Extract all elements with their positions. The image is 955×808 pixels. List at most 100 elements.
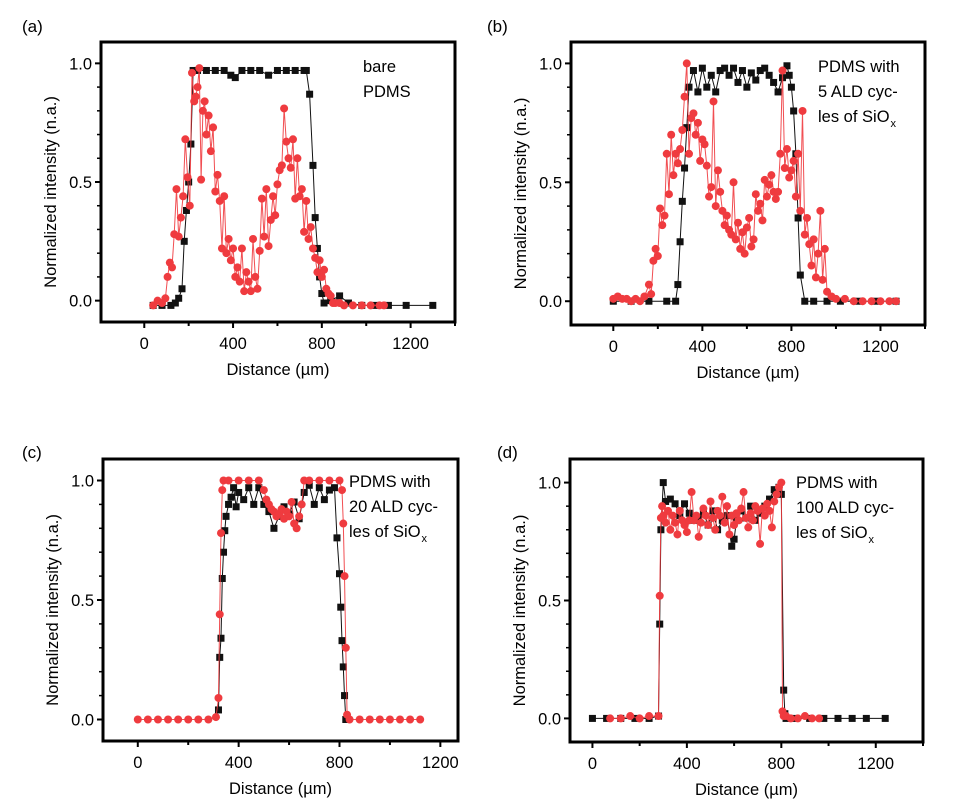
data-point-square xyxy=(384,301,392,309)
data-point-square xyxy=(774,88,782,96)
data-point-circle xyxy=(297,185,306,194)
data-point-circle xyxy=(214,693,223,702)
data-point-circle xyxy=(676,145,685,154)
data-point-square xyxy=(309,161,317,169)
data-point-circle xyxy=(315,476,324,485)
data-point-circle xyxy=(163,272,172,281)
data-point-circle xyxy=(669,171,678,180)
data-point-square xyxy=(245,484,253,492)
data-point-circle xyxy=(198,106,207,115)
data-point-circle xyxy=(780,164,789,173)
data-point-circle xyxy=(739,488,748,497)
data-point-circle xyxy=(396,715,405,724)
data-point-circle xyxy=(626,712,635,721)
data-point-square xyxy=(175,294,183,302)
data-point-circle xyxy=(811,273,820,282)
data-point-square xyxy=(631,714,639,722)
x-tick-label: 1200 xyxy=(857,755,894,773)
data-point-circle xyxy=(234,476,243,485)
data-point-square xyxy=(256,66,264,74)
data-point-circle xyxy=(216,529,225,538)
data-point-circle xyxy=(174,232,183,241)
x-tick-label: 800 xyxy=(308,335,336,353)
data-point-circle xyxy=(737,504,746,513)
data-point-square xyxy=(325,486,333,494)
x-tick-label: 1200 xyxy=(862,338,899,356)
data-point-circle xyxy=(747,242,756,251)
data-point-circle xyxy=(701,511,710,520)
data-point-circle xyxy=(304,234,313,243)
data-point-square xyxy=(848,714,856,722)
annotation-line: PDMS xyxy=(363,83,411,101)
y-tick-label: 1.0 xyxy=(69,55,92,73)
data-point-square xyxy=(320,496,328,504)
data-point-circle xyxy=(246,287,255,296)
subscript-x: x xyxy=(891,118,897,130)
data-point-circle xyxy=(689,109,698,118)
data-point-circle xyxy=(692,511,701,520)
data-point-circle xyxy=(338,486,347,495)
data-point-circle xyxy=(295,512,304,521)
panel-label: (b) xyxy=(487,17,508,36)
data-point-square xyxy=(302,66,310,74)
data-point-circle xyxy=(758,216,767,225)
y-axis-title: Normalized intensity (n.a.) xyxy=(44,514,62,706)
data-point-circle xyxy=(273,180,282,189)
data-point-square xyxy=(300,488,308,496)
data-point-circle xyxy=(616,714,625,723)
data-point-circle xyxy=(202,130,211,139)
data-point-circle xyxy=(133,715,142,724)
data-point-square xyxy=(766,495,774,503)
series-red-circles xyxy=(609,59,901,306)
data-point-circle xyxy=(653,252,662,261)
data-point-circle xyxy=(762,192,771,201)
y-tick-label: 0.0 xyxy=(539,293,562,311)
data-point-circle xyxy=(305,476,314,485)
data-point-circle xyxy=(320,265,329,274)
x-tick-label: 0 xyxy=(133,754,142,772)
x-tick-label: 800 xyxy=(778,338,806,356)
data-point-circle xyxy=(185,201,194,210)
data-point-circle xyxy=(285,512,294,521)
data-point-square xyxy=(765,71,773,79)
y-axis-title: Normalized intensity (n.a.) xyxy=(511,515,529,707)
data-point-circle xyxy=(808,714,817,723)
data-point-circle xyxy=(742,223,751,232)
data-point-circle xyxy=(220,192,229,201)
data-point-circle xyxy=(253,284,262,293)
data-point-square xyxy=(747,69,755,77)
data-point-square xyxy=(738,67,746,75)
data-point-square xyxy=(232,503,240,511)
x-axis-title: Distance (µm) xyxy=(229,780,332,798)
data-point-circle xyxy=(187,68,196,77)
data-point-square xyxy=(402,301,410,309)
data-point-square xyxy=(662,497,670,505)
data-point-square xyxy=(862,714,870,722)
data-point-circle xyxy=(237,244,246,253)
data-point-circle xyxy=(209,123,218,132)
data-point-square xyxy=(671,500,679,508)
data-point-circle xyxy=(767,171,776,180)
data-point-circle xyxy=(179,192,188,201)
data-point-circle xyxy=(635,714,644,723)
data-point-square xyxy=(227,493,235,501)
data-point-circle xyxy=(675,506,684,515)
data-point-circle xyxy=(204,715,213,724)
data-point-circle xyxy=(406,715,415,724)
plot-frame xyxy=(569,40,927,327)
data-point-circle xyxy=(204,111,213,120)
subscript-x: x xyxy=(869,534,875,546)
data-point-square xyxy=(220,548,228,556)
data-point-circle xyxy=(658,502,667,511)
data-point-square xyxy=(221,527,229,535)
data-point-circle xyxy=(375,715,384,724)
data-point-square xyxy=(694,88,702,96)
y-tick-label: 0.0 xyxy=(71,711,94,729)
x-tick-label: 400 xyxy=(225,754,253,772)
data-point-circle xyxy=(778,66,787,75)
data-point-circle xyxy=(694,532,703,541)
y-tick-label: 1.0 xyxy=(539,55,562,73)
data-point-square xyxy=(250,500,258,508)
data-point-circle xyxy=(385,715,394,724)
data-point-square xyxy=(225,500,233,508)
